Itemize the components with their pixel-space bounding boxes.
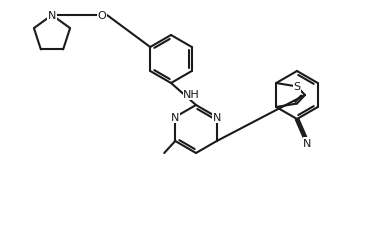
Text: N: N	[303, 138, 312, 148]
Text: N: N	[48, 11, 56, 21]
Text: N: N	[213, 113, 221, 122]
Text: NH: NH	[183, 90, 200, 100]
Text: O: O	[98, 11, 106, 21]
Text: S: S	[293, 82, 300, 92]
Text: N: N	[171, 113, 179, 122]
